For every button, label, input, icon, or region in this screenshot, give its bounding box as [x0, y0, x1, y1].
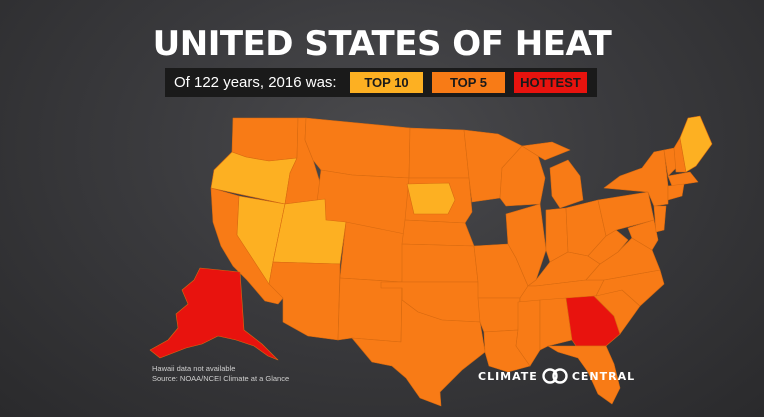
state-montana	[304, 117, 411, 179]
footnote: Hawaii data not available Source: NOAA/N…	[152, 364, 289, 384]
state-michigan	[549, 159, 584, 209]
state-kansas	[401, 243, 479, 283]
state-pennsylvania	[597, 191, 655, 237]
state-maryland	[627, 219, 659, 251]
state-new-jersey	[653, 205, 667, 233]
legend-swatch-top10: TOP 10	[350, 72, 423, 93]
state-michigan-up	[521, 141, 571, 161]
legend: Of 122 years, 2016 was: TOP 10 TOP 5 HOT…	[165, 68, 597, 97]
state-massachusetts	[667, 171, 699, 187]
state-new-york	[603, 149, 669, 207]
state-maine	[679, 115, 713, 173]
state-alabama	[539, 297, 573, 351]
legend-swatch-hottest: HOTTEST	[514, 72, 587, 93]
climate-central-brand: CLIMATE CENTRAL	[478, 368, 635, 384]
state-arizona	[268, 261, 341, 341]
state-texas	[351, 287, 486, 407]
state-arkansas	[477, 297, 521, 333]
state-connecticut	[667, 183, 685, 201]
state-nebraska	[401, 219, 475, 247]
state-alaska	[149, 267, 279, 361]
legend-swatch-top5: TOP 5	[432, 72, 505, 93]
brand-left-text: CLIMATE	[478, 369, 538, 383]
legend-intro: Of 122 years, 2016 was:	[174, 74, 337, 91]
state-north-dakota	[408, 127, 470, 179]
state-florida	[547, 345, 621, 405]
state-washington	[231, 117, 299, 162]
footnote-hawaii: Hawaii data not available	[152, 364, 236, 373]
climate-central-logo-icon	[542, 368, 568, 384]
brand-right-text: CENTRAL	[571, 369, 636, 383]
map-title: UNITED STATES OF HEAT	[152, 24, 612, 64]
footnote-source: Source: NOAA/NCEI Climate at a Glance	[152, 374, 290, 383]
state-iowa	[406, 182, 456, 215]
